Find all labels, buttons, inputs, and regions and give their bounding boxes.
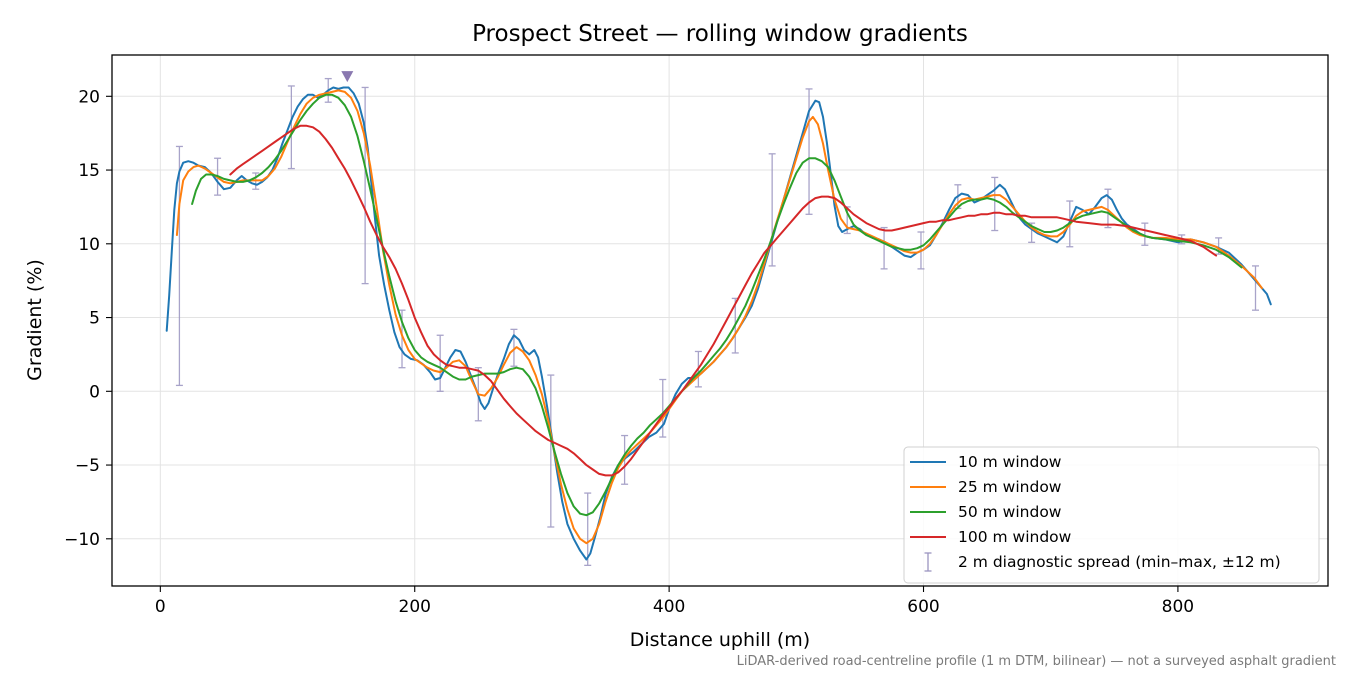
errorbar bbox=[659, 378, 667, 438]
series-lines bbox=[165, 86, 1272, 561]
legend: 10 m window 25 m window 50 m window 100 m w… bbox=[903, 446, 1320, 584]
errorbar bbox=[1251, 265, 1259, 311]
x-tick-label: 800 bbox=[1162, 597, 1194, 617]
y-tick-label: −10 bbox=[64, 530, 100, 550]
errorbars bbox=[175, 77, 1259, 566]
x-axis-ticks: 0 200 400 600 800 bbox=[155, 586, 1194, 617]
x-tick-label: 600 bbox=[907, 597, 939, 617]
x-axis-label: Distance uphill (m) bbox=[630, 629, 810, 651]
errorbar bbox=[1141, 222, 1149, 246]
peak-marker bbox=[341, 71, 354, 83]
errorbar bbox=[880, 226, 888, 270]
y-axis-label: Gradient (%) bbox=[24, 259, 46, 381]
legend-box bbox=[903, 446, 1320, 584]
series-line-2 bbox=[175, 89, 1263, 545]
plot-frame bbox=[111, 54, 1329, 587]
series-line-3 bbox=[191, 93, 1243, 517]
errorbar bbox=[547, 374, 555, 528]
y-tick-label: 5 bbox=[89, 309, 100, 329]
y-tick-label: 10 bbox=[78, 235, 100, 255]
series-line-4 bbox=[229, 124, 1218, 477]
legend-label-4: 100 m window bbox=[958, 528, 1072, 546]
x-tick-label: 400 bbox=[653, 597, 685, 617]
chart-title: Prospect Street — rolling window gradien… bbox=[472, 21, 968, 47]
y-tick-label: 15 bbox=[78, 161, 100, 181]
errorbar bbox=[175, 145, 183, 387]
x-tick-label: 0 bbox=[155, 597, 166, 617]
errorbar bbox=[584, 492, 592, 566]
y-tick-label: −5 bbox=[75, 456, 100, 476]
legend-label-errorbars: 2 m diagnostic spread (min–max, ±12 m) bbox=[958, 553, 1281, 571]
legend-label-1: 10 m window bbox=[958, 453, 1062, 471]
y-axis-ticks: −10 −5 0 5 10 15 20 bbox=[64, 87, 112, 550]
x-tick-label: 200 bbox=[399, 597, 431, 617]
legend-label-2: 25 m window bbox=[958, 478, 1062, 496]
errorbar bbox=[361, 86, 369, 285]
errorbar bbox=[287, 85, 295, 170]
legend-label-3: 50 m window bbox=[958, 503, 1062, 521]
errorbar bbox=[436, 334, 444, 392]
peak-marker-triangle bbox=[341, 71, 354, 83]
y-tick-label: 0 bbox=[89, 382, 100, 402]
errorbar bbox=[991, 176, 999, 232]
errorbar bbox=[768, 153, 776, 267]
footnote: LiDAR-derived road-centreline profile (1… bbox=[737, 654, 1336, 669]
y-tick-label: 20 bbox=[78, 87, 100, 107]
